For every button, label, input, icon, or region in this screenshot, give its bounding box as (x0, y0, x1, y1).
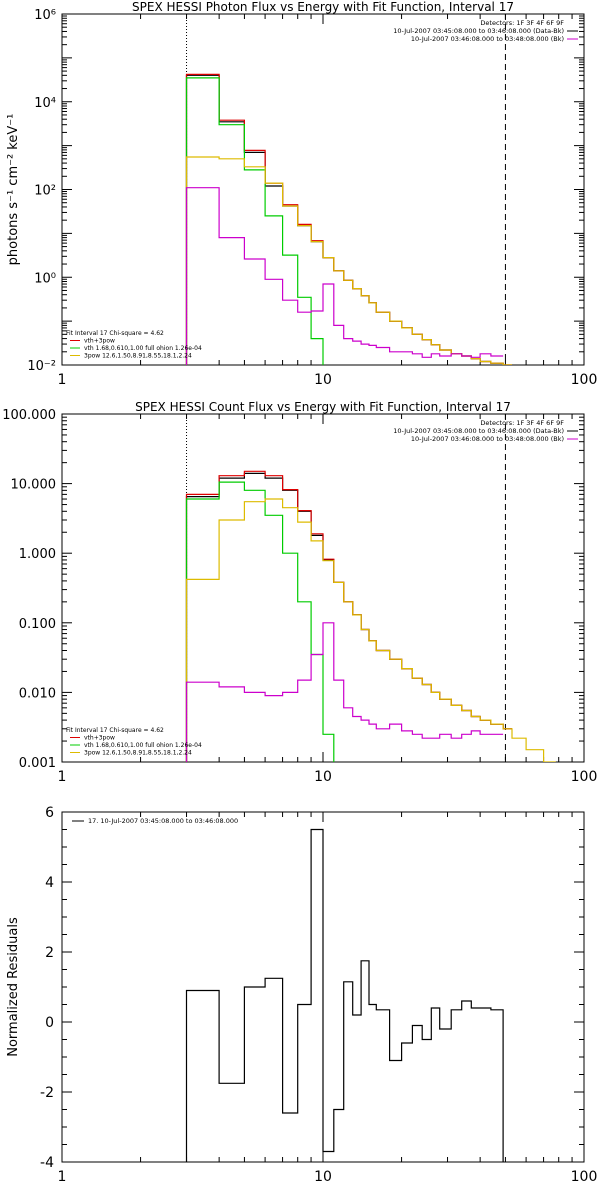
x-tick-label: 1 (58, 1169, 67, 1185)
legend-top-entry: Detectors: 1F 3F 4F 6F 9F (480, 19, 564, 27)
chart-panel-1: 1 10 100 10⁻² 10⁰ 10² 10⁴ 10⁶ SPEX HESSI Photon … (6, 0, 598, 388)
chart-panel-3: 1 10 100 -4 -2 0 2 4 6 Normalized Residuals 17. 10… (6, 805, 597, 1185)
y-tick-label: 4 (45, 875, 54, 891)
legend-bottom-entry: Fit Interval 17 Chi-square = 4.62 (66, 727, 164, 734)
legend-top-entry: Detectors: 1F 3F 4F 6F 9F (480, 419, 564, 427)
y-tick-label: 0 (45, 1015, 54, 1031)
y-tick-label: 100.000 (2, 408, 56, 423)
y-tick-label: 10² (34, 184, 56, 199)
y-axis-label: Normalized Residuals (6, 917, 21, 1057)
legend-top: 17. 10-Jul-2007 03:45:08.000 to 03:46:08… (72, 817, 238, 825)
y-tick-label: 10⁰ (34, 271, 56, 286)
series-line-5 (185, 187, 504, 365)
series-line-1 (185, 472, 512, 762)
x-tick-label: 100 (571, 769, 598, 785)
chart-panel-2: 1 10 100 0.001 0.010 0.100 1.000 10.000 100.000 S… (2, 400, 598, 785)
series-line-4 (185, 498, 556, 762)
x-tick-label: 10 (314, 1169, 332, 1185)
legend-bottom: Fit Interval 17 Chi-square = 4.62vth+3po… (66, 727, 202, 757)
y-tick-label: -2 (40, 1085, 54, 1101)
legend-top-entry: 17. 10-Jul-2007 03:45:08.000 to 03:46:08… (88, 817, 238, 825)
legend-top-entry: 10-Jul-2007 03:45:08.000 to 03:46:08.000… (393, 27, 564, 35)
chart-title: SPEX HESSI Count Flux vs Energy with Fit… (135, 400, 511, 414)
legend-bottom-entry: 3pow 12.6,1.50,8.91,8.55,18.1,2.24 (84, 353, 192, 360)
series-line-3 (185, 77, 324, 365)
series-group (185, 470, 556, 762)
x-tick-label: 1 (58, 769, 67, 785)
y-tick-label: 10.000 (11, 478, 57, 493)
legend-bottom-entry: vth 1.68,0.610,1.00 full ohion 1.26e-04 (84, 742, 202, 749)
legend-bottom-entry: Fit Interval 17 Chi-square = 4.62 (66, 330, 164, 337)
y-tick-label: 10⁶ (34, 8, 56, 23)
legend-bottom-entry: vth 1.68,0.610,1.00 full ohion 1.26e-04 (84, 345, 202, 352)
x-tick-label: 100 (571, 372, 598, 388)
y-tick-label: 10⁴ (34, 96, 56, 111)
series-group (185, 828, 504, 1162)
legend-bottom-entry: 3pow 12.6,1.50,8.91,8.55,18.1,2.24 (84, 750, 192, 757)
x-tick-label: 1 (58, 372, 67, 388)
legend-bottom-entry: vth+3pow (84, 735, 115, 742)
series-line-4 (185, 156, 512, 365)
series-line-3 (185, 481, 335, 762)
y-tick-label: 0.001 (19, 756, 56, 771)
x-tick-label: 10 (314, 769, 332, 785)
x-tick-label: 10 (314, 372, 332, 388)
series-line-1 (185, 828, 504, 1162)
y-tick-label: -4 (40, 1155, 54, 1171)
series-line-2 (185, 470, 512, 762)
chart-title: SPEX HESSI Photon Flux vs Energy with Fi… (132, 0, 514, 14)
x-tick-label: 100 (571, 1169, 598, 1185)
y-tick-label: 0.010 (19, 686, 56, 701)
legend-bottom: Fit Interval 17 Chi-square = 4.62vth+3po… (66, 330, 202, 360)
legend-top-entry: 10-Jul-2007 03:46:08.000 to 03:48:08.000… (411, 35, 564, 43)
y-tick-label: 2 (45, 945, 54, 961)
series-line-5 (185, 622, 504, 762)
y-tick-label: 1.000 (19, 547, 56, 562)
y-axis-label: photons s⁻¹ cm⁻² keV⁻¹ (6, 114, 21, 266)
y-tick-label: 10⁻² (27, 359, 56, 374)
legend-top-entry: 10-Jul-2007 03:46:08.000 to 03:48:08.000… (411, 435, 564, 443)
y-tick-label: 0.100 (19, 617, 56, 632)
legend-top-entry: 10-Jul-2007 03:45:08.000 to 03:46:08.000… (393, 427, 564, 435)
series-group (185, 73, 512, 365)
y-tick-label: 6 (45, 805, 54, 821)
legend-bottom-entry: vth+3pow (84, 338, 115, 345)
